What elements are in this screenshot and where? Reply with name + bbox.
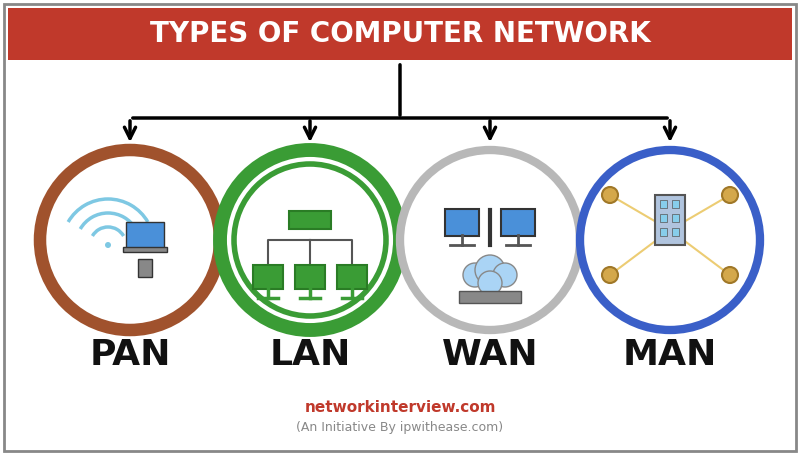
Circle shape — [602, 267, 618, 283]
FancyBboxPatch shape — [501, 209, 535, 236]
Circle shape — [722, 187, 738, 203]
Circle shape — [478, 271, 502, 295]
Circle shape — [475, 255, 505, 285]
FancyBboxPatch shape — [445, 209, 479, 236]
FancyBboxPatch shape — [672, 228, 679, 236]
Circle shape — [40, 150, 220, 330]
Circle shape — [722, 267, 738, 283]
Text: TYPES OF COMPUTER NETWORK: TYPES OF COMPUTER NETWORK — [150, 20, 650, 48]
Circle shape — [580, 150, 760, 330]
FancyBboxPatch shape — [660, 228, 667, 236]
Circle shape — [105, 242, 111, 248]
FancyBboxPatch shape — [660, 214, 667, 222]
Circle shape — [400, 150, 580, 330]
Text: MAN: MAN — [623, 338, 717, 372]
Circle shape — [220, 150, 400, 330]
Circle shape — [463, 263, 487, 287]
FancyBboxPatch shape — [289, 211, 331, 229]
FancyBboxPatch shape — [459, 291, 521, 303]
Circle shape — [234, 164, 386, 316]
FancyBboxPatch shape — [660, 200, 667, 208]
FancyBboxPatch shape — [337, 265, 367, 289]
Circle shape — [602, 187, 618, 203]
Text: ipwithease.com: ipwithease.com — [358, 230, 522, 250]
Text: (An Initiative By ipwithease.com): (An Initiative By ipwithease.com) — [297, 421, 503, 435]
FancyBboxPatch shape — [295, 265, 325, 289]
Circle shape — [493, 263, 517, 287]
FancyBboxPatch shape — [672, 214, 679, 222]
FancyBboxPatch shape — [672, 200, 679, 208]
Text: LAN: LAN — [270, 338, 350, 372]
FancyBboxPatch shape — [138, 259, 152, 277]
Text: WAN: WAN — [442, 338, 538, 372]
FancyBboxPatch shape — [123, 247, 167, 252]
FancyBboxPatch shape — [8, 8, 792, 60]
FancyBboxPatch shape — [126, 222, 164, 248]
Text: PAN: PAN — [90, 338, 170, 372]
Text: networkinterview.com: networkinterview.com — [304, 400, 496, 415]
FancyBboxPatch shape — [655, 195, 685, 245]
FancyBboxPatch shape — [253, 265, 283, 289]
